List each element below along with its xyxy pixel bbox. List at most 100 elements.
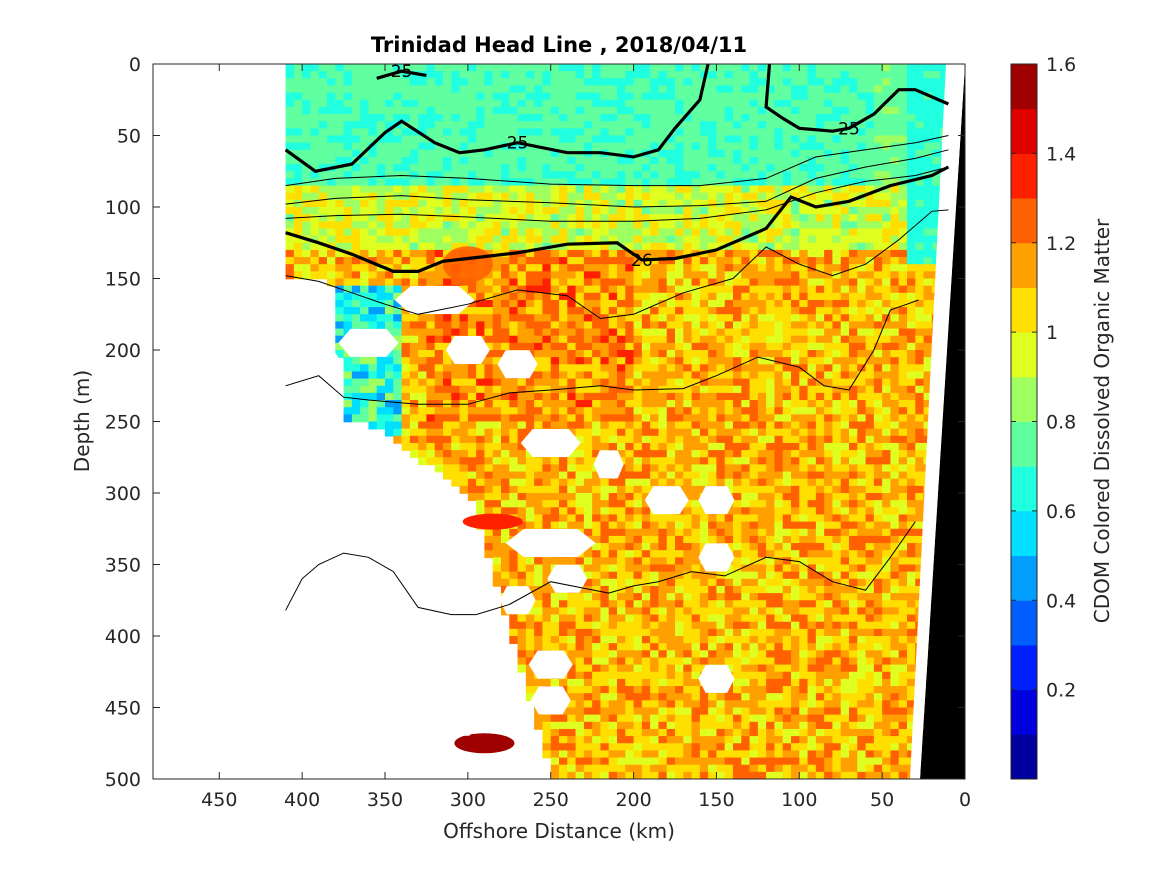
field-cell: [492, 285, 502, 294]
field-cell: [782, 114, 792, 122]
field-cell: [525, 235, 535, 244]
field-cell: [882, 450, 892, 459]
field-cell: [658, 99, 668, 108]
field-cell: [592, 85, 602, 94]
field-cell: [907, 421, 917, 430]
field-cell: [467, 207, 477, 215]
field-cell: [575, 464, 585, 473]
field-cell: [815, 164, 825, 173]
field-cell: [733, 78, 743, 87]
field-cell: [608, 428, 618, 437]
field-cell: [807, 149, 817, 158]
field-cell: [393, 421, 403, 430]
field-cell: [873, 400, 883, 408]
field-cell: [708, 271, 718, 280]
field-cell: [559, 478, 569, 487]
field-cell: [915, 278, 925, 287]
field-cell: [708, 214, 718, 223]
field-cell: [857, 335, 867, 344]
field-cell: [633, 178, 643, 187]
field-cell: [807, 464, 817, 473]
field-cell: [360, 135, 370, 144]
field-cell: [882, 164, 892, 173]
field-cell: [302, 192, 312, 201]
field-cell: [376, 299, 386, 308]
field-cell: [583, 121, 593, 130]
field-cell: [376, 221, 386, 230]
field-cell: [393, 92, 403, 101]
field-cell: [501, 335, 511, 344]
field-cell: [650, 121, 660, 130]
field-cell: [484, 156, 494, 165]
field-cell: [873, 114, 883, 122]
field-cell: [600, 328, 610, 337]
field-cell: [451, 457, 461, 466]
field-cell: [559, 249, 569, 258]
field-cell: [434, 457, 444, 466]
field-cell: [915, 285, 925, 294]
field-cell: [724, 485, 734, 494]
field-cell: [766, 378, 776, 387]
field-cell: [708, 114, 718, 122]
field-cell: [699, 450, 709, 459]
field-cell: [318, 92, 328, 101]
field-cell: [633, 378, 643, 387]
field-cell: [708, 106, 718, 115]
field-cell: [443, 207, 453, 215]
field-cell: [575, 64, 585, 72]
field-cell: [724, 314, 734, 323]
field-cell: [782, 378, 792, 387]
field-cell: [401, 92, 411, 101]
field-cell: [666, 357, 676, 366]
field-cell: [799, 314, 809, 323]
field-cell: [401, 271, 411, 280]
field-cell: [592, 328, 602, 337]
field-cell: [351, 407, 361, 416]
field-cell: [733, 350, 743, 358]
field-cell: [782, 71, 792, 80]
field-cell: [285, 271, 295, 280]
field-cell: [683, 457, 693, 466]
field-cell: [583, 407, 593, 416]
field-cell: [782, 214, 792, 223]
field-cell: [467, 149, 477, 158]
field-cell: [675, 457, 685, 466]
field-cell: [625, 142, 635, 151]
field-cell: [393, 199, 403, 208]
field-cell: [418, 142, 428, 151]
field-cell: [509, 85, 519, 94]
field-cell: [683, 392, 693, 401]
field-cell: [724, 214, 734, 223]
field-cell: [733, 214, 743, 223]
field-cell: [443, 428, 453, 437]
field-cell: [815, 314, 825, 323]
field-cell: [567, 142, 577, 151]
field-cell: [716, 192, 726, 201]
field-cell: [699, 307, 709, 316]
field-cell: [534, 235, 544, 244]
field-cell: [327, 64, 337, 72]
field-cell: [766, 299, 776, 308]
field-cell: [741, 307, 751, 316]
field-cell: [691, 342, 701, 351]
field-cell: [600, 350, 610, 358]
field-cell: [443, 421, 453, 430]
field-cell: [915, 321, 925, 330]
field-cell: [782, 278, 792, 287]
field-cell: [733, 535, 743, 544]
field-cell: [451, 121, 461, 130]
field-cell: [633, 435, 643, 444]
field-cell: [583, 271, 593, 280]
field-cell: [401, 114, 411, 122]
field-cell: [302, 99, 312, 108]
field-cell: [691, 321, 701, 330]
field-cell: [799, 307, 809, 316]
field-cell: [426, 371, 436, 380]
field-cell: [898, 106, 908, 115]
field-cell: [675, 99, 685, 108]
field-cell: [608, 221, 618, 230]
field-cell: [335, 171, 345, 180]
field-cell: [766, 314, 776, 323]
field-cell: [310, 214, 320, 223]
field-cell: [907, 199, 917, 208]
